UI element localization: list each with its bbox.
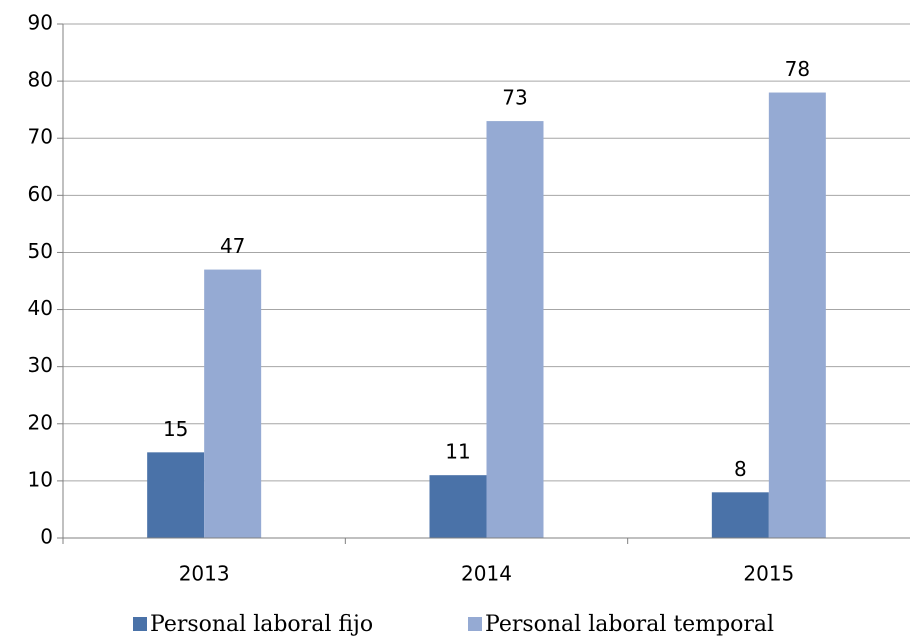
x-tick-label: 2015 bbox=[743, 562, 794, 586]
y-tick-label: 90 bbox=[28, 11, 53, 35]
y-tick-label: 40 bbox=[28, 296, 53, 320]
data-label: 15 bbox=[163, 417, 188, 441]
y-tick-label: 50 bbox=[28, 239, 53, 263]
data-label: 47 bbox=[220, 234, 245, 258]
y-tick-label: 30 bbox=[28, 353, 53, 377]
legend-label: Personal laboral temporal bbox=[485, 612, 774, 637]
legend: Personal laboral fijo Personal laboral te… bbox=[133, 612, 774, 637]
bar bbox=[711, 492, 769, 538]
legend-label: Personal laboral fijo bbox=[150, 612, 373, 637]
y-tick-label: 60 bbox=[28, 182, 53, 206]
y-tick-label: 80 bbox=[28, 68, 53, 92]
bar bbox=[768, 92, 826, 539]
bar bbox=[204, 269, 262, 538]
x-tick-label: 2014 bbox=[461, 562, 512, 586]
legend-swatch bbox=[133, 617, 147, 631]
x-tick-label: 2013 bbox=[179, 562, 230, 586]
y-tick-label: 0 bbox=[40, 525, 53, 549]
bar bbox=[147, 452, 205, 538]
data-label: 73 bbox=[502, 86, 527, 110]
y-tick-label: 10 bbox=[28, 467, 53, 491]
data-label: 11 bbox=[445, 440, 470, 464]
y-tick-label: 70 bbox=[28, 125, 53, 149]
data-label: 8 bbox=[734, 457, 747, 481]
bar bbox=[429, 475, 487, 538]
legend-swatch bbox=[468, 617, 482, 631]
data-label: 78 bbox=[785, 57, 810, 81]
y-tick-label: 20 bbox=[28, 410, 53, 434]
bar bbox=[486, 121, 544, 538]
